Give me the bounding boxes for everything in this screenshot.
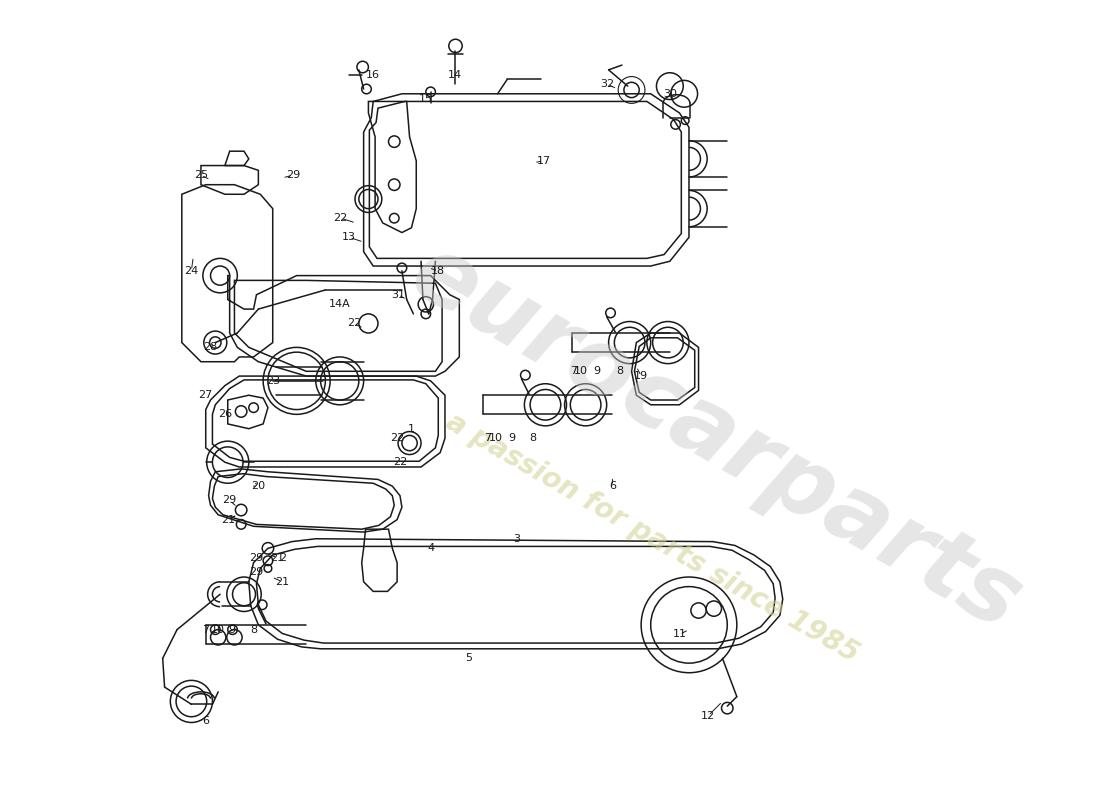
Text: 12: 12 [701, 710, 715, 721]
Text: 11: 11 [672, 630, 686, 639]
Text: 10: 10 [574, 366, 587, 376]
Text: 25: 25 [194, 170, 208, 180]
Text: 9: 9 [594, 366, 601, 376]
Text: 29: 29 [286, 170, 300, 180]
Text: 31: 31 [392, 290, 405, 300]
Text: 17: 17 [537, 156, 551, 166]
Text: 32: 32 [601, 79, 615, 90]
Text: 21: 21 [221, 514, 234, 525]
Text: 14A: 14A [329, 299, 351, 310]
Text: 8: 8 [616, 366, 624, 376]
Text: 26: 26 [218, 410, 232, 419]
Text: 7: 7 [202, 625, 209, 634]
Text: 10: 10 [488, 434, 503, 443]
Text: 27: 27 [199, 390, 213, 400]
Text: 22: 22 [346, 318, 361, 329]
Text: 21: 21 [275, 577, 289, 587]
Text: 2: 2 [278, 553, 286, 563]
Text: 20: 20 [251, 481, 265, 491]
Text: 4: 4 [427, 543, 434, 554]
Text: 7: 7 [571, 366, 578, 376]
Text: 30: 30 [663, 89, 676, 98]
Text: 10: 10 [211, 625, 226, 634]
Text: 3: 3 [514, 534, 520, 544]
Text: 23: 23 [266, 376, 279, 386]
Text: 7: 7 [484, 434, 492, 443]
Text: 15: 15 [419, 94, 432, 103]
Text: 9: 9 [508, 434, 516, 443]
Text: 14: 14 [448, 70, 462, 80]
Text: 28: 28 [204, 342, 218, 352]
Text: 6: 6 [609, 481, 616, 491]
Text: a passion for parts since 1985: a passion for parts since 1985 [441, 408, 864, 668]
Text: 6: 6 [202, 715, 209, 726]
Text: 8: 8 [529, 434, 537, 443]
Text: 22: 22 [393, 457, 407, 467]
Text: 16: 16 [366, 70, 381, 80]
Text: 8: 8 [250, 625, 257, 634]
Text: 18: 18 [431, 266, 446, 276]
Text: 29: 29 [250, 553, 264, 563]
Text: 21: 21 [271, 553, 285, 563]
Text: 5: 5 [465, 654, 472, 663]
Text: 29: 29 [222, 495, 236, 506]
Text: 29: 29 [250, 567, 264, 578]
Text: 24: 24 [185, 266, 198, 276]
Text: 22: 22 [390, 434, 404, 443]
Text: 19: 19 [634, 371, 648, 381]
Text: eurocarparts: eurocarparts [395, 226, 1037, 650]
Text: 13: 13 [342, 232, 356, 242]
Text: 22: 22 [333, 213, 348, 223]
Text: 1: 1 [408, 424, 415, 434]
Text: 9: 9 [228, 625, 235, 634]
